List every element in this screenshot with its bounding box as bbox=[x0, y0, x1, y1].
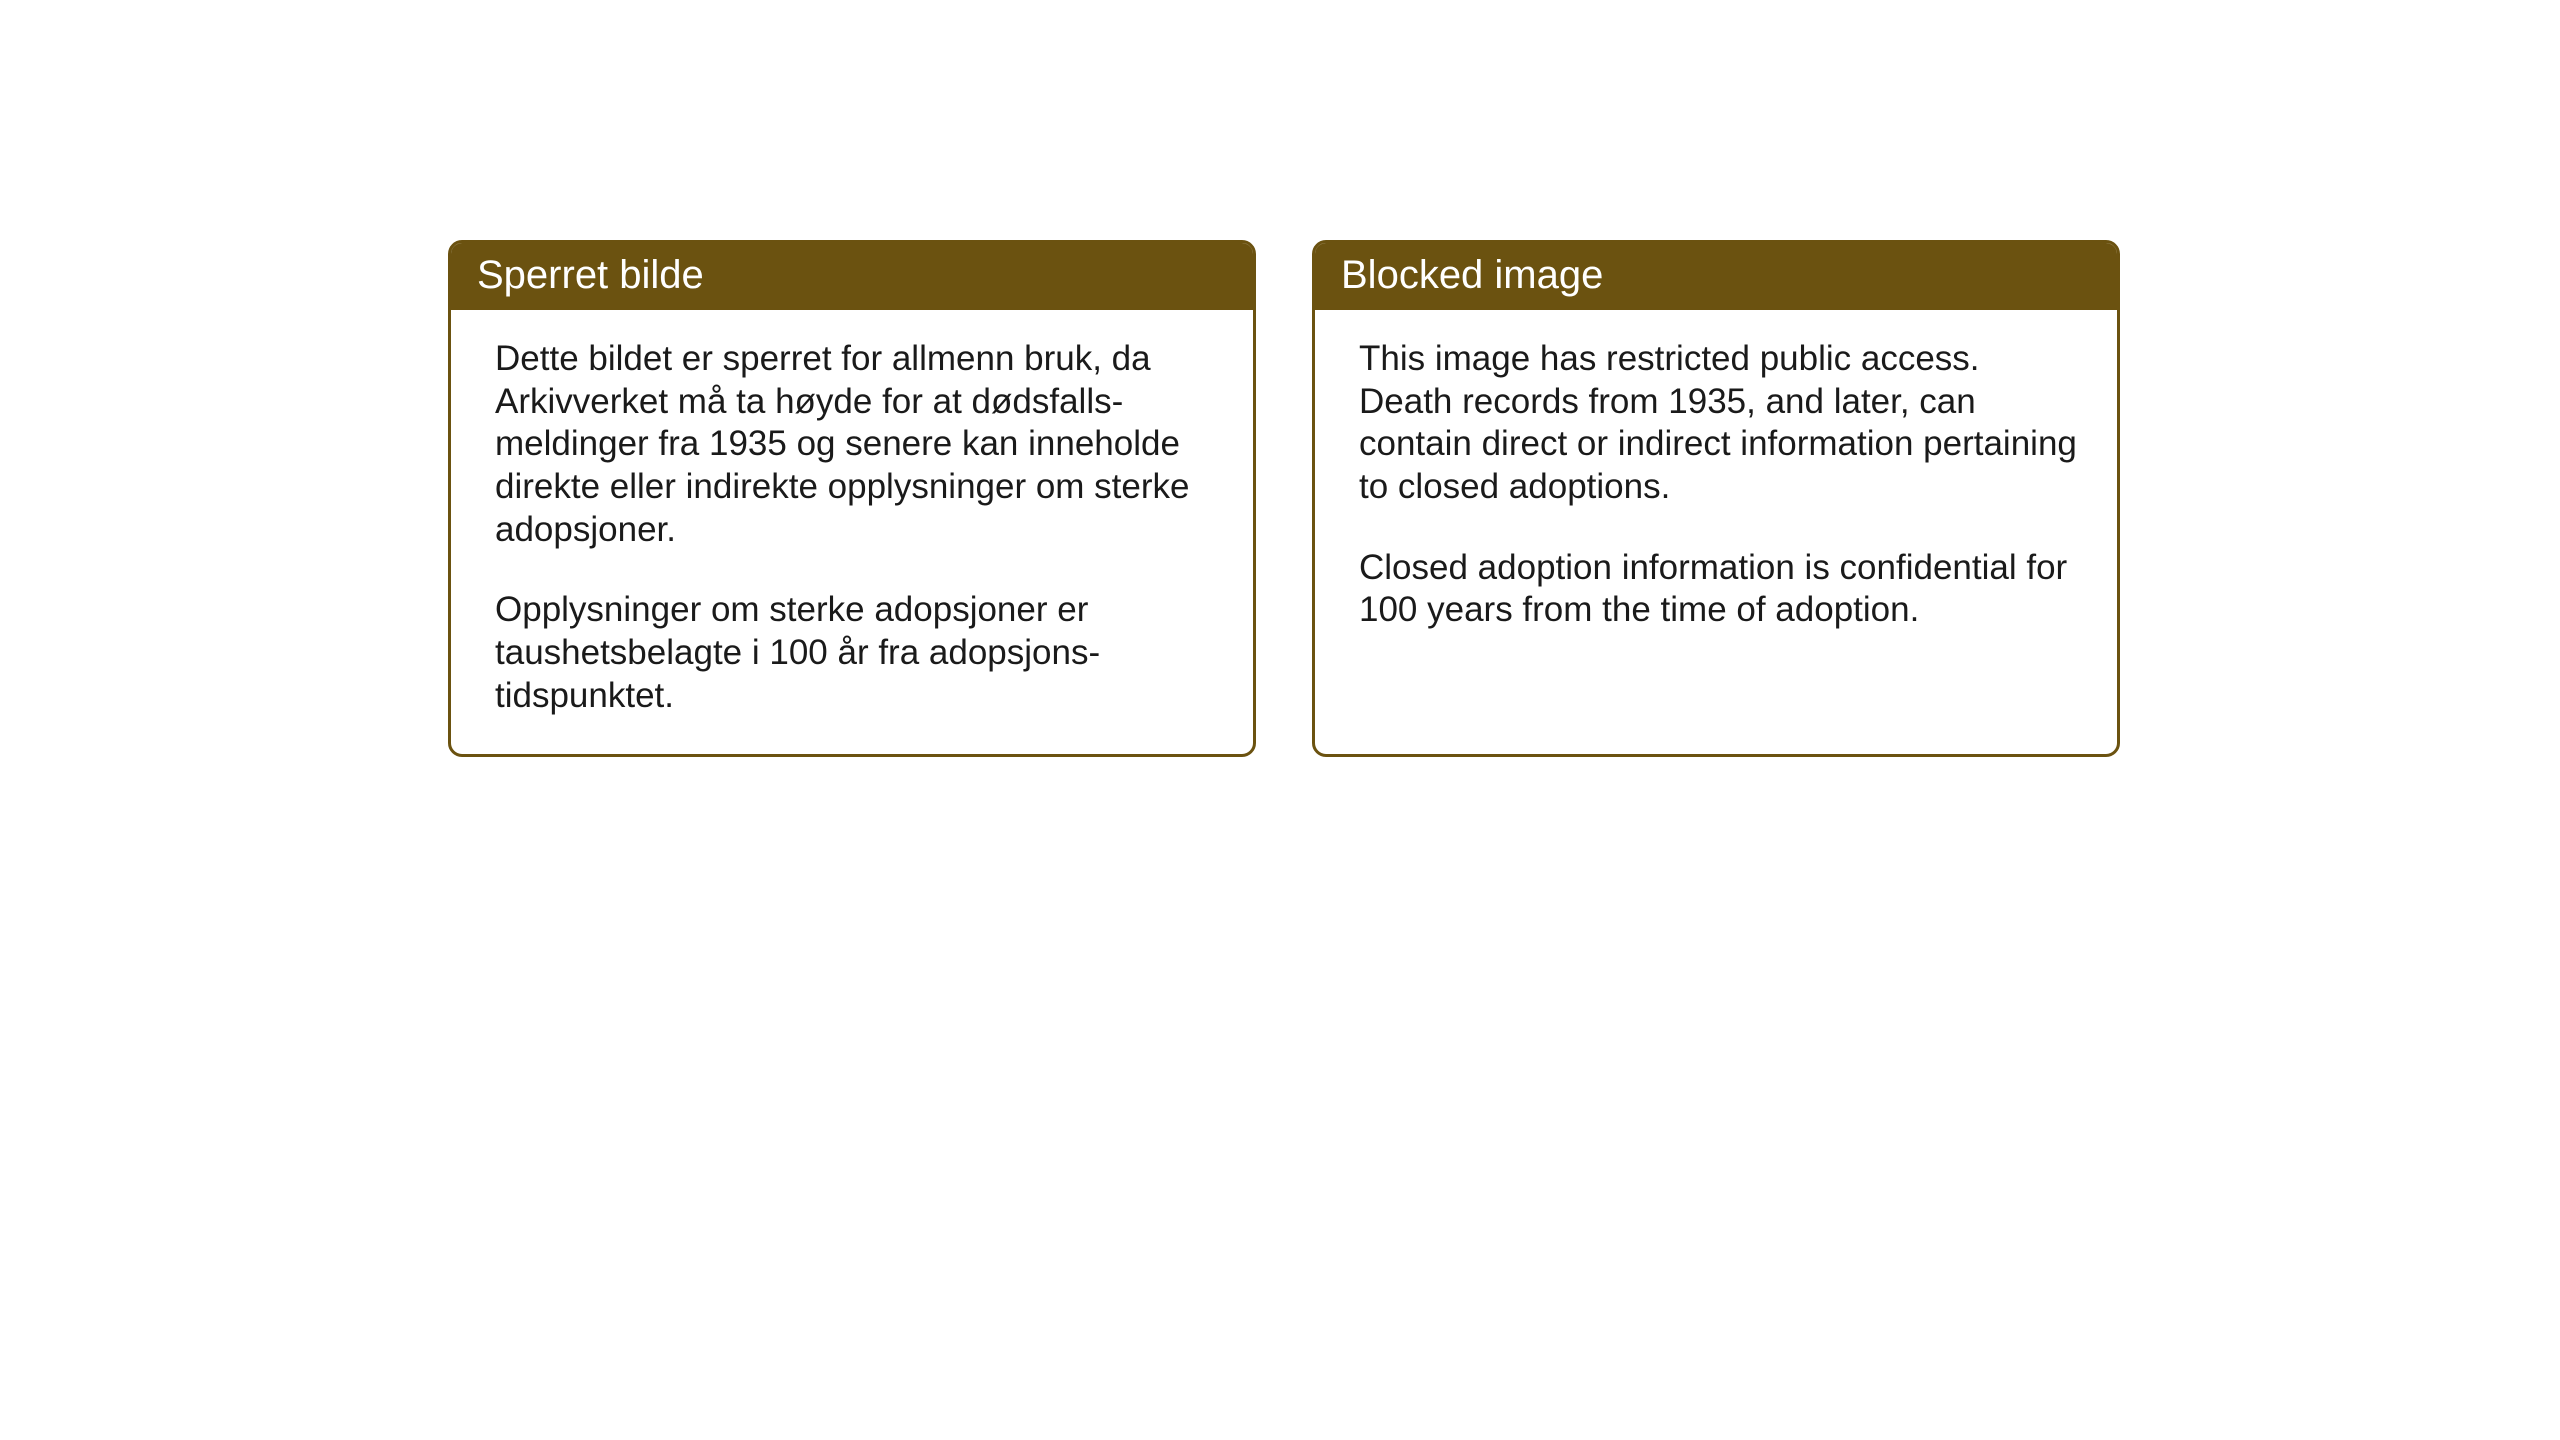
notice-container: Sperret bilde Dette bildet er sperret fo… bbox=[448, 240, 2120, 757]
english-card-body: This image has restricted public access.… bbox=[1315, 310, 2117, 750]
english-paragraph-2: Closed adoption information is confident… bbox=[1359, 547, 2077, 632]
norwegian-notice-card: Sperret bilde Dette bildet er sperret fo… bbox=[448, 240, 1256, 757]
english-card-title: Blocked image bbox=[1315, 243, 2117, 310]
english-notice-card: Blocked image This image has restricted … bbox=[1312, 240, 2120, 757]
norwegian-card-title: Sperret bilde bbox=[451, 243, 1253, 310]
english-paragraph-1: This image has restricted public access.… bbox=[1359, 338, 2077, 509]
norwegian-card-body: Dette bildet er sperret for allmenn bruk… bbox=[451, 310, 1253, 754]
norwegian-paragraph-1: Dette bildet er sperret for allmenn bruk… bbox=[495, 338, 1213, 551]
norwegian-paragraph-2: Opplysninger om sterke adopsjoner er tau… bbox=[495, 589, 1213, 717]
